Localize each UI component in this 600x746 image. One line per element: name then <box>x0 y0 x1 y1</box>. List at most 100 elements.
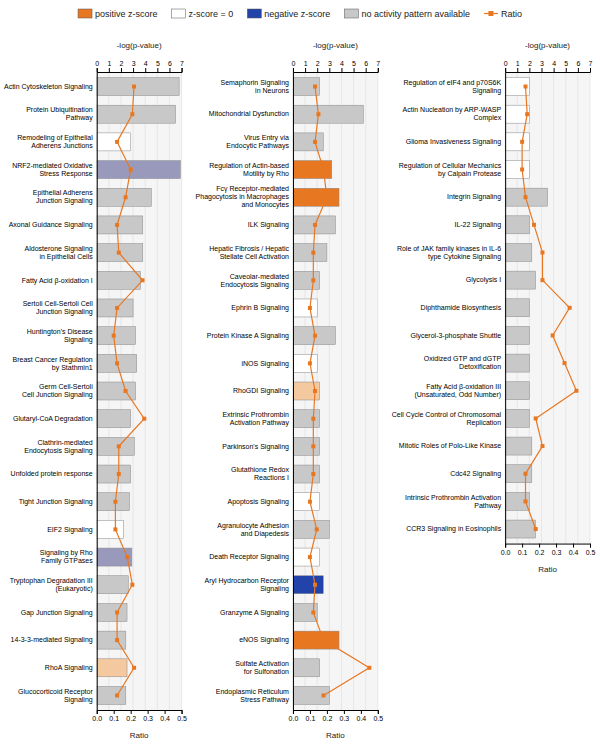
category-label-line: Germ Cell-Sertoli <box>39 383 93 390</box>
category-tick: 14-3-3-mediated Signaling <box>11 636 93 644</box>
category-tick: Regulation of eIF4 and p70S6KSignaling <box>403 79 501 95</box>
tick-mark <box>327 710 328 714</box>
legend-label: negative z-score <box>264 9 330 19</box>
category-tick: Gap Junction Signaling <box>21 609 93 617</box>
category-label-line: Stress Pathway <box>240 696 289 704</box>
marker <box>115 638 119 642</box>
marker <box>115 361 119 365</box>
legend-swatch <box>344 9 358 18</box>
bar <box>505 133 529 151</box>
tick-label: 5 <box>156 60 160 67</box>
category-label-line: Phagocytosis in Macrophages <box>196 193 290 201</box>
category-label-line: and Diapedesis <box>241 530 290 538</box>
tick: 7 <box>589 60 593 72</box>
category-tick: Actin Cytoskeleton Signaling <box>4 83 93 91</box>
bar <box>505 216 529 234</box>
category-label: Actin Cytoskeleton Signaling <box>4 83 93 91</box>
category-label-line: Actin Cytoskeleton Signaling <box>4 83 93 91</box>
bar <box>97 78 179 96</box>
legend-item: z-score = 0 <box>172 9 234 19</box>
category-tick: CCR3 Signaling in Eosinophils <box>406 525 501 533</box>
category-label: EIF2 Signaling <box>47 526 93 534</box>
marker <box>315 527 319 531</box>
marker <box>524 85 528 89</box>
bottom-axis: 0.00.10.20.30.40.5 <box>501 544 596 556</box>
grid-line <box>96 72 97 710</box>
tick-mark <box>97 68 98 72</box>
axis-line <box>97 711 182 715</box>
bar <box>97 465 131 483</box>
category-label: CCR3 Signaling in Eosinophils <box>406 525 501 533</box>
tick-mark <box>542 68 543 72</box>
category-tick: Epithelial AdherensJunction Signaling <box>33 189 93 205</box>
marker <box>532 223 536 227</box>
category-tick: Fatty Acid β-oxidation III(Unsaturated, … <box>414 383 501 399</box>
category-label: Regulation of Cellular Mechanicsby Calpa… <box>399 162 502 178</box>
tick-mark <box>121 68 122 72</box>
category-tick: Apoptosis Signaling <box>227 498 289 506</box>
category-tick: Oxidized GTP and dGTPDetoxification <box>424 355 502 370</box>
category-label: Tight Junction Signaling <box>19 498 93 506</box>
category-label: ILK Signaling <box>248 221 289 229</box>
bar <box>293 161 332 179</box>
tick: 7 <box>180 60 184 72</box>
category-tick: Parkinson's Signaling <box>222 443 289 451</box>
category-label-line: Family GTPases <box>41 557 93 565</box>
bar <box>97 216 143 234</box>
bar <box>293 382 320 400</box>
marker <box>313 334 317 338</box>
tick: 6 <box>364 60 368 72</box>
marker <box>316 112 320 116</box>
grid-line <box>377 72 378 710</box>
tick-label: 5 <box>564 60 568 67</box>
marker <box>540 278 544 282</box>
category-tick: iNOS Signaling <box>241 360 289 368</box>
ratio-line <box>310 87 369 696</box>
category-label: Semaphorin Signalingin Neurons <box>220 79 289 94</box>
category-label-line: Integrin Signaling <box>447 193 501 201</box>
marker <box>115 306 119 310</box>
marker <box>115 610 119 614</box>
axis-line <box>293 711 378 715</box>
legend-item: Ratio <box>484 9 522 19</box>
marker <box>322 168 326 172</box>
category-label-line: ILK Signaling <box>248 221 289 229</box>
category-label-line: Glucocorticoid Receptor <box>18 688 93 696</box>
marker <box>308 500 312 504</box>
bar <box>97 410 131 428</box>
marker <box>113 527 117 531</box>
tick-mark <box>529 68 530 72</box>
tick-label: 7 <box>589 60 593 67</box>
tick: 0.4 <box>356 710 366 722</box>
tick-mark <box>539 544 540 548</box>
grid <box>293 72 378 710</box>
category-label-line: iNOS Signaling <box>241 360 289 368</box>
bar <box>505 520 535 538</box>
category-tick: Fcγ Receptor-mediatedPhagocytosis in Mac… <box>196 185 290 209</box>
category-tick: Virus Entry viaEndocytic Pathways <box>226 134 289 150</box>
category-tick: Cdc42 Signaling <box>450 470 501 478</box>
chart: 012345670.00.10.20.30.40.5Actin Cytoskel… <box>0 0 600 746</box>
category-label-line: Motility by Rho <box>243 170 289 178</box>
marker <box>534 527 538 531</box>
category-label: RhoGDI Signaling <box>233 387 289 395</box>
bar <box>505 271 535 289</box>
markers <box>112 85 147 698</box>
category-label-line: Endocytosis Signaling <box>220 281 289 289</box>
category-label-line: 14-3-3-mediated Signaling <box>11 636 93 644</box>
legend: positive z-scorez-score = 0negative z-sc… <box>78 9 522 19</box>
tick: 0.1 <box>109 710 119 722</box>
category-label-line: by Stathmin1 <box>52 364 93 372</box>
category-label: Glycerol-3-phosphate Shuttle <box>410 332 501 340</box>
category-tick: Diphthamide Biosynthesis <box>421 304 502 312</box>
category-label: Signaling by RhoFamily GTPases <box>40 549 93 565</box>
tick-mark <box>148 710 149 714</box>
category-label: Death Receptor Signaling <box>209 553 289 561</box>
tick-mark <box>169 68 170 72</box>
grid <box>505 72 590 544</box>
tick: 0 <box>292 60 296 72</box>
category-label-line: Endocytosis Signaling <box>24 447 93 455</box>
tick-mark <box>378 68 379 72</box>
marker <box>125 555 129 559</box>
axis-line <box>97 68 182 73</box>
